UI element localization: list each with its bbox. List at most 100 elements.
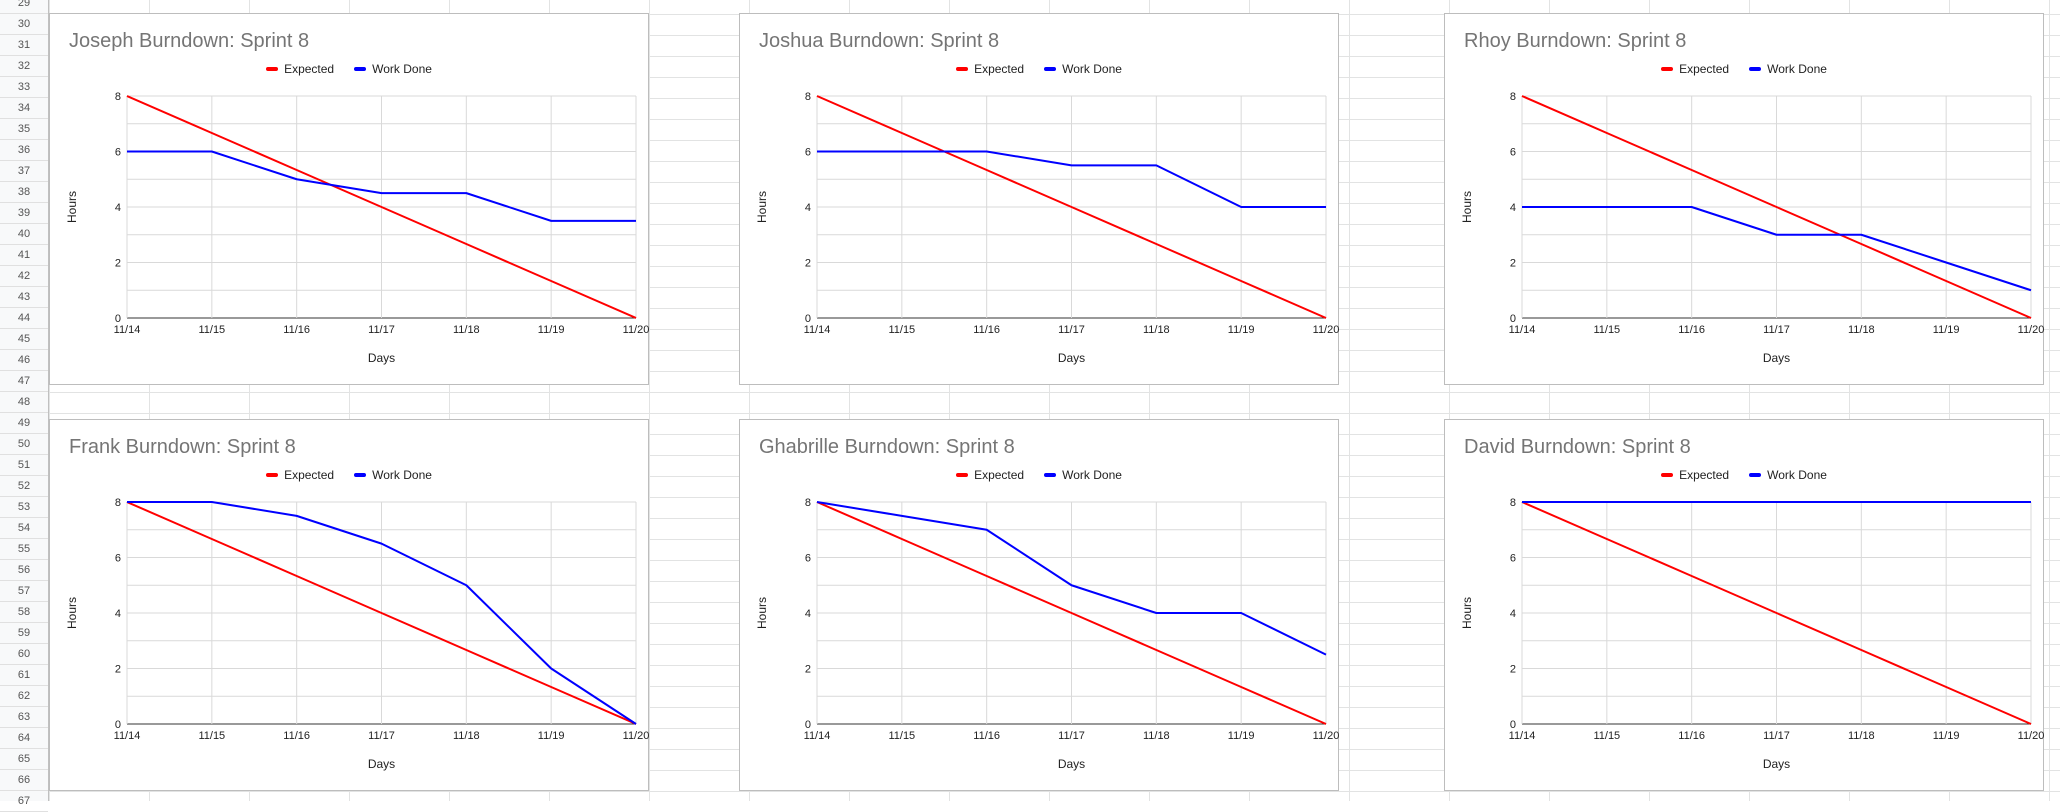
chart-svg: 0 2 4 6 8 11/14 11/15 11/16 11/17 11/18 11/19 11/20…	[65, 497, 650, 771]
x-tick-label: 11/14	[1509, 324, 1536, 336]
x-tick-label: 11/18	[1143, 324, 1170, 336]
legend-swatch	[956, 473, 969, 477]
row-number[interactable]: 53	[0, 497, 48, 518]
chart-4[interactable]: Ghabrille Burndown: Sprint 8 Expected Work…	[739, 419, 1339, 791]
x-tick-label: 11/19	[1933, 730, 1960, 742]
series-line-expected[interactable]	[126, 95, 637, 319]
row-number[interactable]: 43	[0, 287, 48, 308]
row-number[interactable]: 56	[0, 560, 48, 581]
row-number[interactable]: 32	[0, 56, 48, 77]
series-line-expected[interactable]	[816, 501, 1327, 725]
x-tick-label: 11/15	[1593, 324, 1620, 336]
y-axis-title: Hours	[65, 191, 79, 223]
chart-legend: Expected Work Done	[1445, 62, 2043, 76]
row-number[interactable]: 52	[0, 476, 48, 497]
y-tick-label: 0	[115, 719, 121, 731]
legend-item-expected: Expected	[1661, 468, 1729, 482]
series-line-expected[interactable]	[816, 95, 1327, 319]
x-tick-label: 11/20	[2018, 324, 2045, 336]
row-number[interactable]: 61	[0, 665, 48, 686]
chart-1[interactable]: Joshua Burndown: Sprint 8 Expected Work Do…	[739, 13, 1339, 385]
series-line-expected[interactable]	[1521, 501, 2032, 725]
row-number[interactable]: 35	[0, 119, 48, 140]
series-line-work_done[interactable]	[816, 501, 1327, 656]
y-tick-label: 0	[805, 313, 811, 325]
row-number[interactable]: 48	[0, 392, 48, 413]
y-tick-label: 8	[805, 91, 811, 103]
row-number[interactable]: 51	[0, 455, 48, 476]
x-tick-label: 11/16	[973, 730, 1000, 742]
row-number[interactable]: 59	[0, 623, 48, 644]
chart-3[interactable]: Frank Burndown: Sprint 8 Expected Work Don…	[49, 419, 649, 791]
row-number[interactable]: 31	[0, 35, 48, 56]
y-tick-label: 4	[805, 608, 811, 620]
series-line-expected[interactable]	[1521, 95, 2032, 319]
x-tick-label: 11/17	[1058, 730, 1085, 742]
series-line-work_done[interactable]	[817, 150, 1326, 208]
row-number[interactable]: 67	[0, 791, 48, 812]
chart-5[interactable]: David Burndown: Sprint 8 Expected Work Don…	[1444, 419, 2044, 791]
row-number[interactable]: 45	[0, 329, 48, 350]
y-tick-label: 2	[1510, 258, 1516, 270]
x-tick-label: 11/20	[623, 324, 650, 336]
legend-item-work_done: Work Done	[1044, 468, 1122, 482]
series-line-work_done[interactable]	[1522, 206, 2032, 292]
row-number[interactable]: 63	[0, 707, 48, 728]
y-tick-label: 0	[1510, 719, 1516, 731]
row-number[interactable]: 64	[0, 728, 48, 749]
row-number[interactable]: 54	[0, 518, 48, 539]
row-number[interactable]: 55	[0, 539, 48, 560]
row-number[interactable]: 62	[0, 686, 48, 707]
row-number[interactable]: 29	[0, 0, 48, 14]
row-number[interactable]: 60	[0, 644, 48, 665]
x-tick-label: 11/17	[368, 324, 395, 336]
row-number[interactable]: 33	[0, 77, 48, 98]
legend-swatch	[1044, 473, 1057, 477]
legend-item-expected: Expected	[956, 468, 1024, 482]
legend-label: Expected	[1679, 468, 1730, 482]
y-tick-label: 8	[115, 91, 121, 103]
row-number[interactable]: 41	[0, 245, 48, 266]
series-line-work_done[interactable]	[127, 501, 637, 725]
row-number[interactable]: 58	[0, 602, 48, 623]
y-tick-label: 6	[805, 147, 811, 159]
row-number[interactable]: 30	[0, 14, 48, 35]
chart-legend: Expected Work Done	[50, 62, 648, 76]
row-number[interactable]: 37	[0, 161, 48, 182]
x-tick-label: 11/15	[1593, 730, 1620, 742]
row-number[interactable]: 36	[0, 140, 48, 161]
row-number[interactable]: 38	[0, 182, 48, 203]
series-line-work_done[interactable]	[127, 150, 636, 222]
row-number[interactable]: 49	[0, 413, 48, 434]
row-number[interactable]: 47	[0, 371, 48, 392]
x-tick-label: 11/20	[623, 730, 650, 742]
chart-svg: 0 2 4 6 8 11/14 11/15 11/16 11/17 11/18 11/19 11/20…	[65, 91, 650, 365]
legend-swatch	[354, 67, 367, 71]
row-number[interactable]: 66	[0, 770, 48, 791]
row-number[interactable]: 39	[0, 203, 48, 224]
y-tick-label: 4	[1510, 608, 1516, 620]
legend-swatch	[1661, 67, 1674, 71]
chart-0[interactable]: Joseph Burndown: Sprint 8 Expected Work Do…	[49, 13, 649, 385]
x-axis-title: Days	[1058, 351, 1085, 365]
row-number[interactable]: 50	[0, 434, 48, 455]
x-axis-title: Days	[368, 757, 395, 771]
x-tick-label: 11/17	[1763, 730, 1790, 742]
y-tick-label: 8	[115, 497, 121, 509]
row-number[interactable]: 65	[0, 749, 48, 770]
row-number[interactable]: 46	[0, 350, 48, 371]
row-number[interactable]: 34	[0, 98, 48, 119]
legend-item-work_done: Work Done	[354, 468, 432, 482]
chart-legend: Expected Work Done	[1445, 468, 2043, 482]
legend-label: Expected	[284, 62, 335, 76]
row-number[interactable]: 57	[0, 581, 48, 602]
x-tick-label: 11/19	[1933, 324, 1960, 336]
series-line-expected[interactable]	[126, 501, 637, 725]
chart-2[interactable]: Rhoy Burndown: Sprint 8 Expected Work Done…	[1444, 13, 2044, 385]
row-number[interactable]: 40	[0, 224, 48, 245]
row-number[interactable]: 44	[0, 308, 48, 329]
legend-label: Work Done	[1767, 62, 1827, 76]
row-number[interactable]: 42	[0, 266, 48, 287]
legend-label: Work Done	[372, 62, 432, 76]
row-header: 29 30 31 32 33 34 35 36 37 38 39 40 41 42 43 44 45 46 47 48…	[0, 0, 49, 812]
